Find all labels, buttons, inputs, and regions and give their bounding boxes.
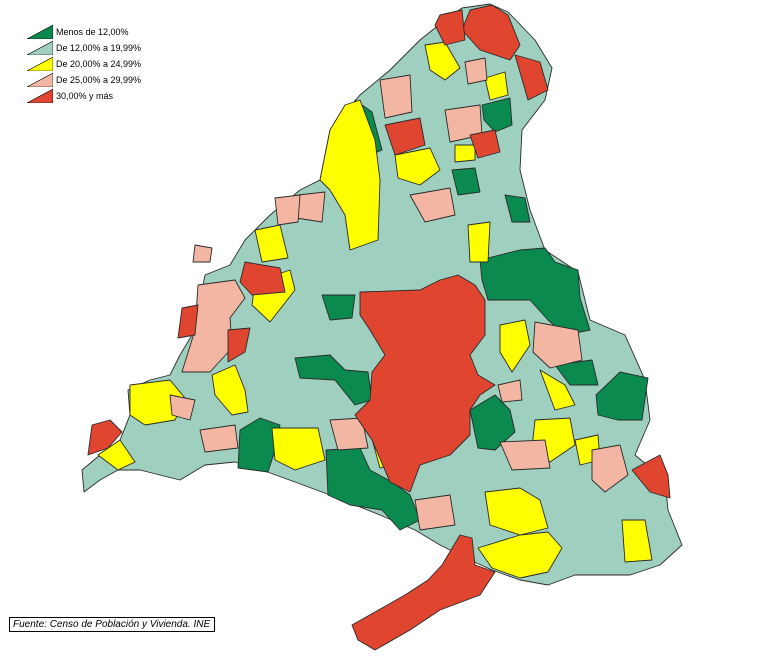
municipality: [514, 54, 549, 101]
municipality: [467, 221, 491, 263]
municipality: [379, 74, 413, 119]
municipality: [451, 167, 481, 196]
municipality: [504, 194, 531, 223]
municipality: [97, 439, 136, 471]
municipality: [631, 454, 671, 499]
municipality: [424, 41, 461, 81]
municipality: [295, 191, 326, 223]
municipality: [414, 494, 456, 531]
legend-label: De 20,00% a 24,99%: [56, 59, 142, 69]
municipality: [499, 439, 551, 471]
legend-item: De 20,00% a 24,99%: [27, 56, 141, 72]
municipality: [329, 417, 369, 451]
municipality: [129, 379, 186, 426]
legend-item: Menos de 12,00%: [27, 24, 141, 40]
legend: Menos de 12,00% De 12,00% a 19,99% De 20…: [27, 24, 141, 104]
legend-swatch: [27, 25, 53, 39]
legend-swatch: [27, 57, 53, 71]
municipality: [591, 444, 629, 493]
municipality: [499, 319, 531, 373]
municipality: [319, 99, 381, 251]
municipality: [484, 487, 549, 536]
municipality: [271, 427, 326, 471]
municipality: [621, 519, 653, 563]
municipality: [554, 359, 599, 386]
source-caption: Fuente: Censo de Población y Vivienda. I…: [9, 617, 216, 632]
municipality: [192, 244, 213, 263]
legend-label: 30,00% y más: [56, 91, 114, 101]
legend-label: De 12,00% a 19,99%: [56, 43, 142, 53]
municipality: [461, 4, 521, 61]
municipality: [211, 364, 249, 416]
municipality: [464, 57, 488, 85]
municipality: [394, 147, 441, 186]
legend-swatch: [27, 41, 53, 55]
municipality: [321, 294, 356, 321]
municipality: [484, 71, 509, 101]
legend-label: De 25,00% a 29,99%: [56, 75, 142, 85]
legend-item: De 12,00% a 19,99%: [27, 40, 141, 56]
municipality: [477, 531, 563, 579]
municipality: [539, 369, 576, 411]
municipality: [274, 194, 301, 226]
municipality: [469, 394, 516, 451]
legend-item: De 25,00% a 29,99%: [27, 72, 141, 88]
municipality: [199, 424, 239, 453]
legend-swatch: [27, 89, 53, 103]
municipality: [497, 379, 523, 403]
municipality: [177, 304, 199, 339]
legend-item: 30,00% y más: [27, 88, 141, 104]
municipality: [532, 321, 583, 369]
municipality: [354, 274, 496, 493]
municipality: [595, 371, 649, 421]
municipality: [469, 129, 501, 159]
municipality: [227, 327, 251, 363]
municipality: [454, 144, 476, 163]
municipality: [254, 224, 289, 263]
municipality: [239, 261, 286, 296]
municipality: [169, 394, 196, 421]
legend-label: Menos de 12,00%: [56, 27, 129, 37]
municipality: [351, 534, 496, 651]
municipality: [409, 187, 456, 223]
municipality: [481, 97, 513, 133]
municipality: [434, 9, 466, 46]
municipality: [87, 419, 123, 456]
municipality: [384, 117, 426, 156]
legend-swatch: [27, 73, 53, 87]
